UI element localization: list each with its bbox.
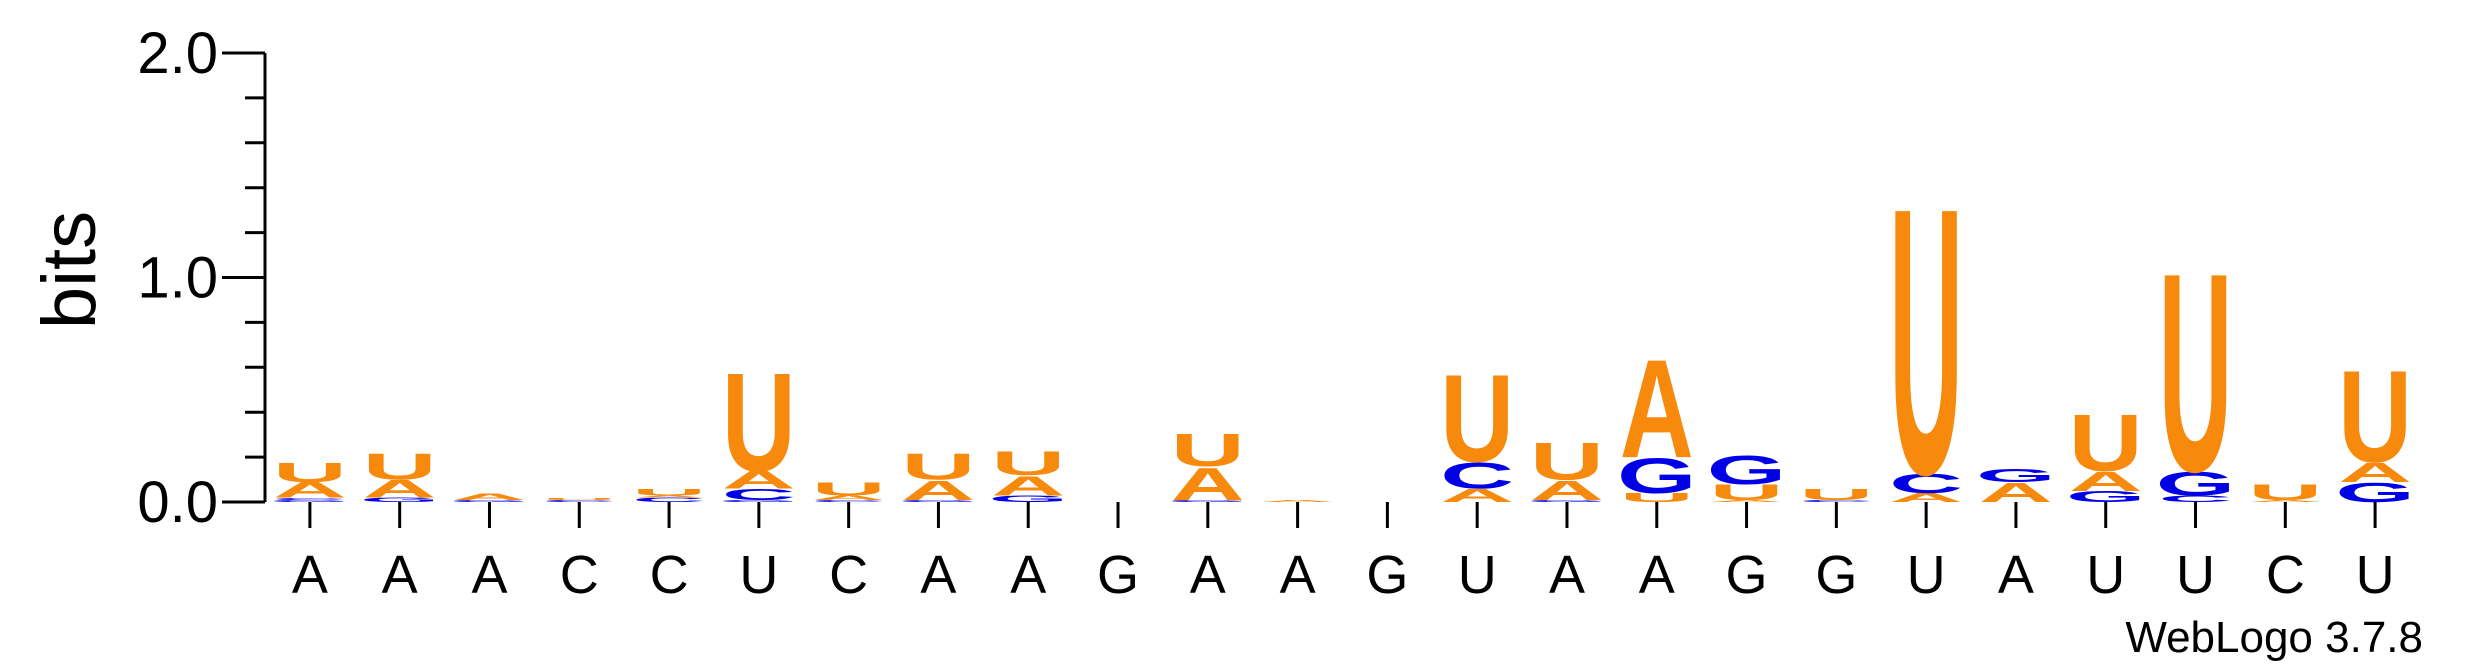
x-tick-label: G bbox=[1097, 545, 1139, 605]
logo-letter-U: U bbox=[1799, 486, 1873, 503]
logo-letter-C: C bbox=[722, 486, 796, 503]
logo-letter-U: U bbox=[1710, 480, 1784, 505]
logo-letter-U: U bbox=[722, 345, 796, 502]
logo-letter-A: A bbox=[991, 470, 1065, 501]
logo-letter-G: G bbox=[988, 494, 1068, 504]
logo-letter-A: A bbox=[2069, 465, 2143, 496]
logo-letter-G: G bbox=[2066, 488, 2146, 505]
logo-letter-C: C bbox=[632, 496, 706, 503]
logo-letter-A: A bbox=[1171, 457, 1245, 509]
x-tick-label: C bbox=[829, 545, 868, 605]
x-tick-label: A bbox=[1998, 545, 2034, 605]
logo-letter-C: C bbox=[812, 499, 886, 502]
logo-letter-C: C bbox=[1799, 499, 1873, 502]
logo-letter-U: U bbox=[2248, 480, 2322, 505]
x-tick-label: G bbox=[1726, 545, 1768, 605]
y-tick-label: 0.0 bbox=[137, 470, 218, 535]
logo-letter-C: C bbox=[542, 499, 616, 502]
logo-letter-G: G bbox=[450, 499, 530, 502]
x-tick-label: A bbox=[1639, 545, 1675, 605]
logo-letter-U: U bbox=[2338, 343, 2412, 489]
logo-letter-A: A bbox=[1530, 474, 1604, 505]
logo-letter-A: A bbox=[1440, 485, 1514, 506]
logo-letter-U: U bbox=[2159, 215, 2233, 532]
weblogo-credit: WebLogo 3.7.8 bbox=[2125, 613, 2423, 662]
logo-letter-A: A bbox=[453, 491, 527, 501]
logo-letter-U: U bbox=[363, 446, 437, 488]
y-axis-label: bits bbox=[27, 211, 112, 329]
x-tick-label: U bbox=[2086, 545, 2125, 605]
logo-letter-U: U bbox=[1889, 130, 1963, 555]
logo-letter-U: U bbox=[1171, 424, 1245, 476]
logo-letter-A: A bbox=[1261, 499, 1335, 502]
logo-letter-A: A bbox=[1620, 331, 1694, 488]
logo-letter-A: A bbox=[1710, 499, 1784, 502]
y-tick-label: 1.0 bbox=[137, 246, 218, 311]
x-tick-label: U bbox=[739, 545, 778, 605]
x-tick-label: C bbox=[560, 545, 599, 605]
logo-letter-G: G bbox=[360, 496, 440, 503]
x-tick-label: A bbox=[382, 545, 418, 605]
logo-letter-G: G bbox=[719, 499, 799, 502]
x-tick-label: A bbox=[1549, 545, 1585, 605]
logo-letter-A: A bbox=[812, 494, 886, 501]
logo-letter-U: U bbox=[812, 478, 886, 499]
x-tick-label: U bbox=[1458, 545, 1497, 605]
logo-letter-U: U bbox=[1440, 350, 1514, 489]
logo-letter-G: G bbox=[270, 499, 350, 502]
logo-letter-A: A bbox=[363, 475, 437, 503]
x-tick-label: A bbox=[1280, 545, 1316, 605]
logo-letter-U: U bbox=[542, 497, 616, 500]
x-tick-label: A bbox=[920, 545, 956, 605]
logo-letter-U: U bbox=[1620, 491, 1694, 505]
logo-letter-C: C bbox=[2159, 494, 2233, 504]
y-axis: 0.0 1.0 2.0 bbox=[137, 21, 267, 535]
x-tick-label: G bbox=[1366, 545, 1408, 605]
x-tick-label: U bbox=[1907, 545, 1946, 605]
logo-letter-G: G bbox=[1976, 465, 2056, 486]
logo-letter-U: U bbox=[902, 446, 976, 488]
logo-letter-A: A bbox=[722, 466, 796, 494]
y-tick-label: 2.0 bbox=[137, 21, 218, 86]
x-tick-label: G bbox=[1815, 545, 1857, 605]
logo-letter-G: G bbox=[2156, 465, 2236, 503]
logo-letter-G: G bbox=[1707, 448, 1787, 493]
logo-letter-G: G bbox=[1168, 499, 1248, 502]
logo-letter-U: U bbox=[1530, 432, 1604, 491]
logo-letter-C: C bbox=[273, 497, 347, 500]
logo-letter-G: G bbox=[1617, 448, 1697, 504]
logo-letter-U: U bbox=[2069, 397, 2143, 488]
x-tick-label: C bbox=[650, 545, 689, 605]
logo-letter-G: G bbox=[899, 499, 979, 502]
logo-letter-A: A bbox=[632, 495, 706, 498]
x-tick-label: A bbox=[292, 545, 328, 605]
logo-letter-A: A bbox=[273, 478, 347, 503]
logo-letter-A: A bbox=[902, 474, 976, 505]
x-tick-label: A bbox=[1190, 545, 1226, 605]
x-tick-label: C bbox=[2266, 545, 2305, 605]
logo-letter-U: U bbox=[991, 444, 1065, 482]
logo-letter-A: A bbox=[2248, 499, 2322, 502]
logo-letter-C: C bbox=[1440, 455, 1514, 497]
logo-letter-U: U bbox=[273, 456, 347, 487]
logo-letter-A: A bbox=[1889, 491, 1963, 505]
x-tick-label: U bbox=[2356, 545, 2395, 605]
x-tick-label: U bbox=[2176, 545, 2215, 605]
x-tick-label: A bbox=[1010, 545, 1046, 605]
logo-letter-U: U bbox=[632, 487, 706, 497]
logo-letter-A: A bbox=[2338, 456, 2412, 487]
x-tick-label: A bbox=[471, 545, 507, 605]
logo-letter-C: C bbox=[1889, 468, 1963, 499]
logo-letter-G: G bbox=[1527, 499, 1607, 502]
